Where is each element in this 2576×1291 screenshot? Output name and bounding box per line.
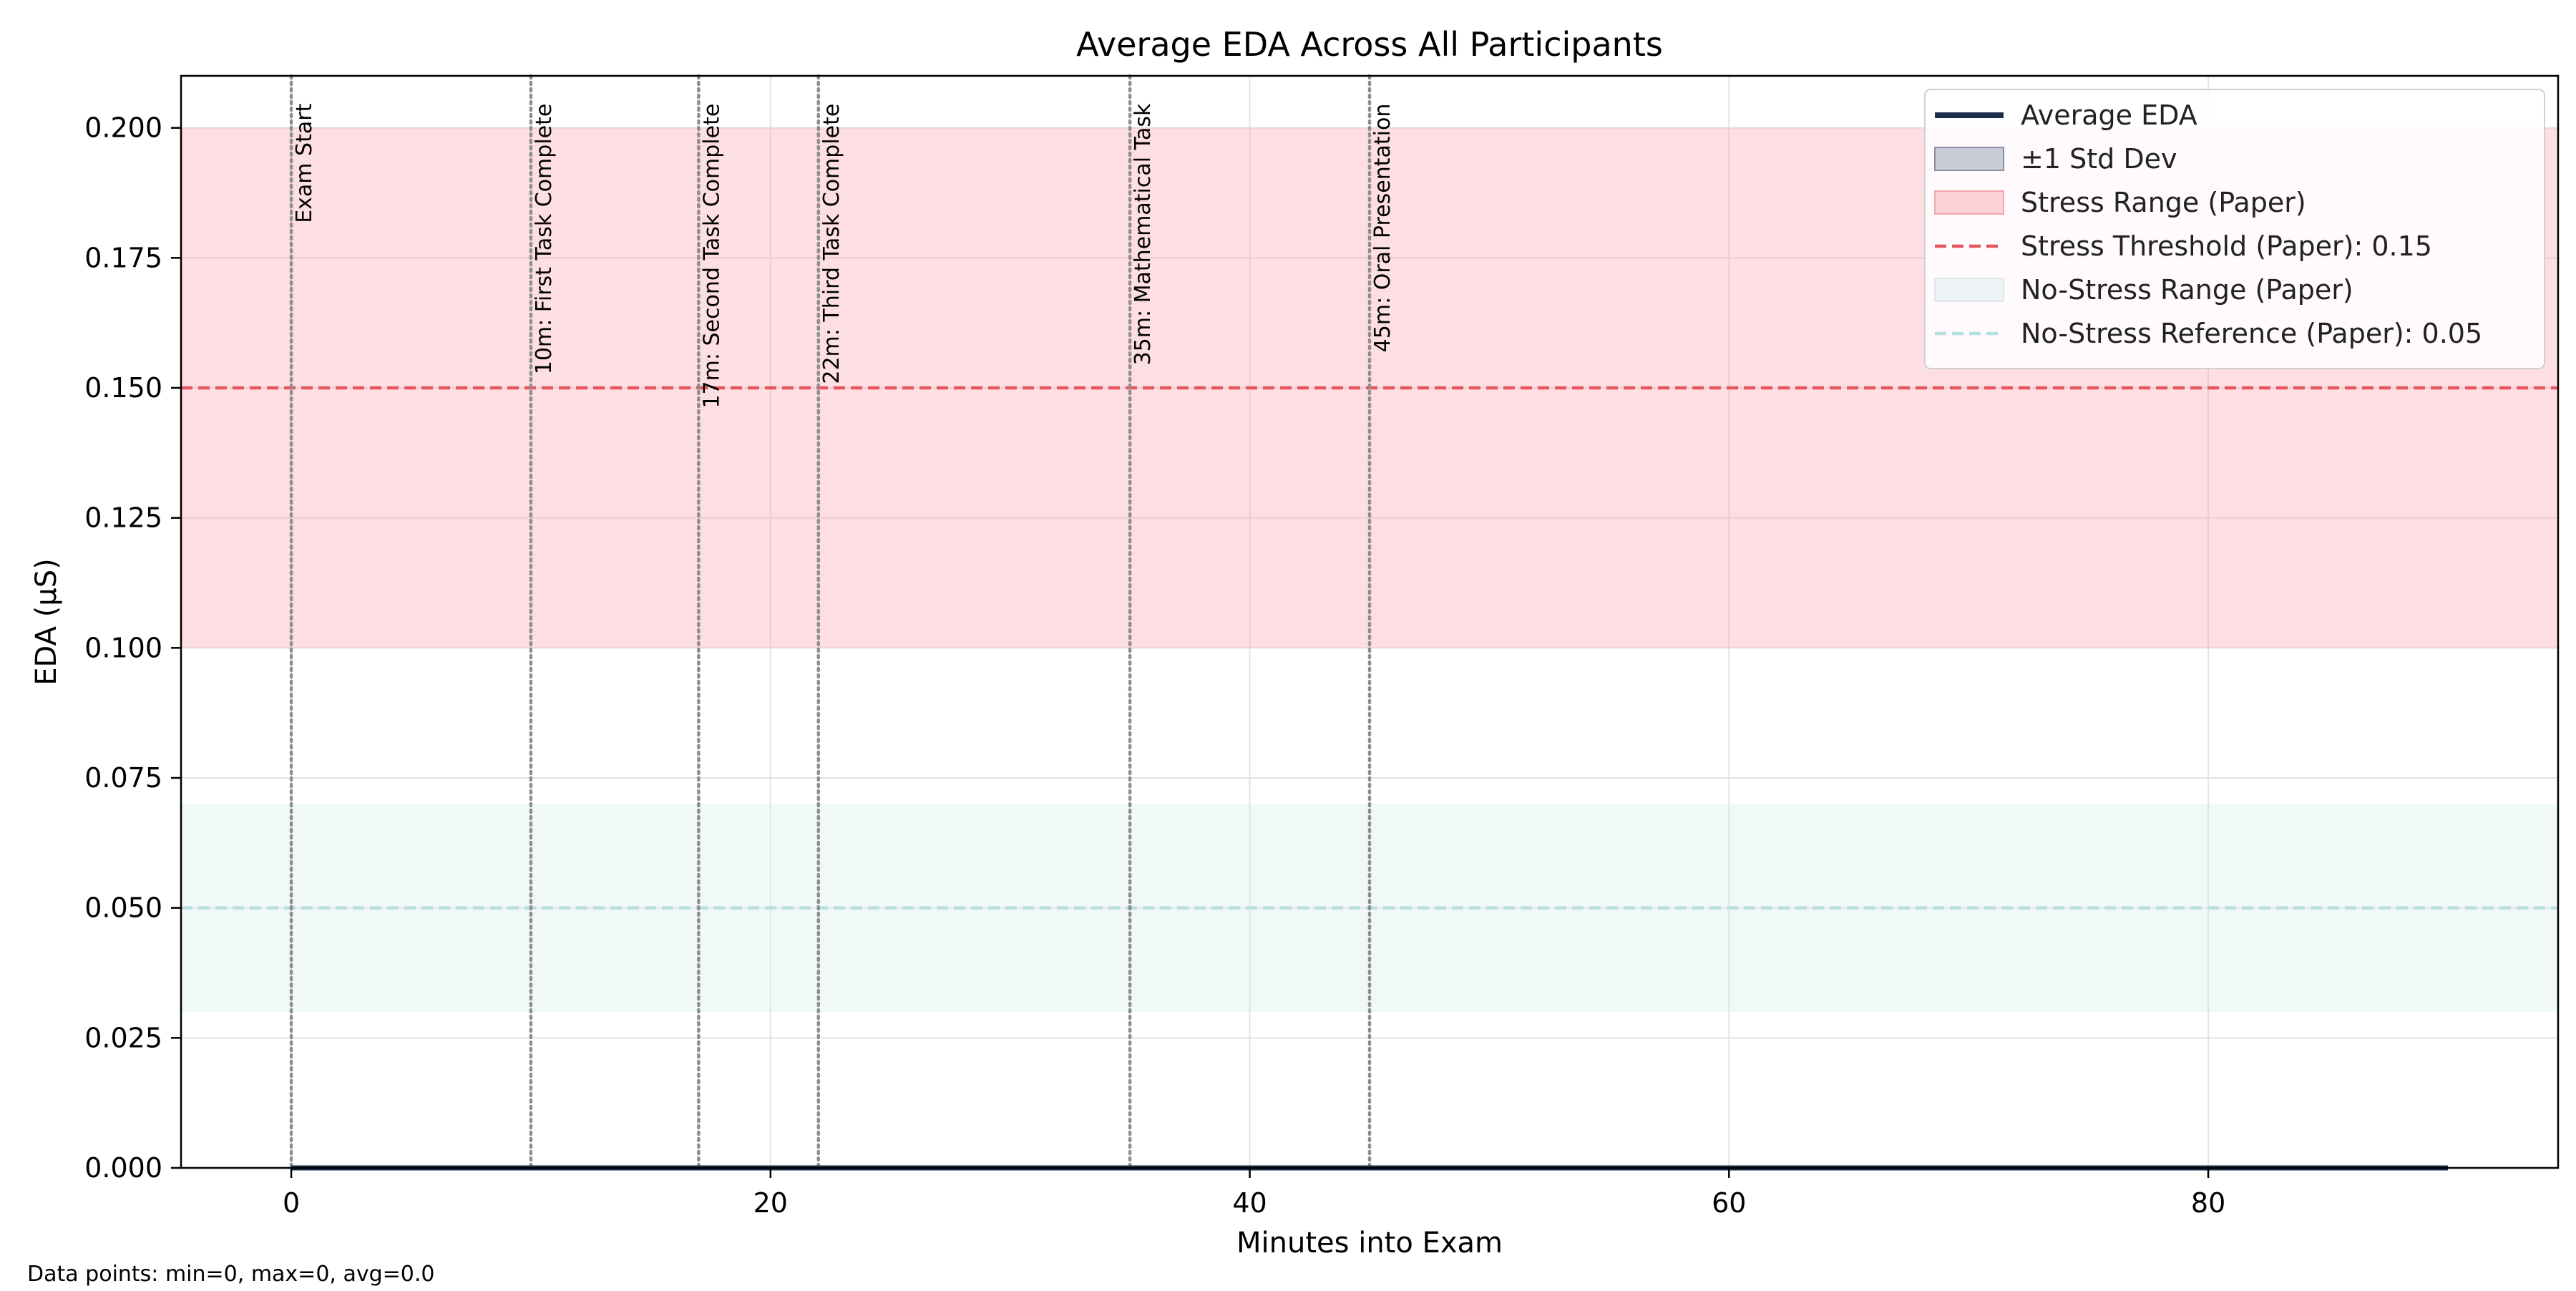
y-axis-label: EDA (µS) <box>30 558 63 686</box>
legend-label-2: Stress Range (Paper) <box>2021 187 2306 218</box>
y-tick-label-1: 0.025 <box>84 1022 162 1053</box>
legend-label-1: ±1 Std Dev <box>2021 143 2177 175</box>
y-tick-label-8: 0.200 <box>84 112 162 144</box>
legend-handle-4 <box>1934 278 2004 302</box>
legend-handle-1 <box>1934 147 2004 171</box>
x-tick-label-2: 40 <box>1232 1187 1267 1219</box>
legend-label-3: Stress Threshold (Paper): 0.15 <box>2021 230 2432 262</box>
legend-label-5: No-Stress Reference (Paper): 0.05 <box>2021 318 2482 349</box>
y-tick-label-4: 0.100 <box>84 632 162 663</box>
y-tick-label-3: 0.075 <box>84 762 162 794</box>
x-tick-label-0: 0 <box>283 1187 300 1219</box>
event-label-1: 10m: First Task Complete <box>532 104 557 375</box>
y-tick-label-6: 0.150 <box>84 372 162 404</box>
event-label-0: Exam Start <box>292 103 317 223</box>
event-label-5: 45m: Oral Presentation <box>1370 104 1395 353</box>
legend-handle-2 <box>1934 190 2004 215</box>
event-label-2: 17m: Second Task Complete <box>699 104 724 409</box>
x-tick-label-3: 60 <box>1712 1187 1746 1219</box>
y-tick-label-7: 0.175 <box>84 242 162 273</box>
x-axis-label: Minutes into Exam <box>1236 1227 1503 1260</box>
legend-frame <box>1924 89 2545 369</box>
plot-frame <box>180 74 2560 1169</box>
legend: Average EDA ±1 Std Dev Stress Range (Paper… <box>1924 89 2545 369</box>
event-label-3: 22m: Third Task Complete <box>819 104 844 384</box>
legend-label-4: No-Stress Range (Paper) <box>2021 274 2353 306</box>
y-tick-label-2: 0.050 <box>84 892 162 924</box>
x-tick-label-1: 20 <box>753 1187 788 1219</box>
event-marker-layer: Exam Start 10m: First Task Complete 17m: S… <box>289 74 1395 1170</box>
y-tick-label-0: 0.000 <box>84 1152 162 1184</box>
event-label-4: 35m: Mathematical Task <box>1131 103 1156 365</box>
x-axis-ticks: 0 20 40 60 80 <box>283 1168 2225 1219</box>
data-points-summary: Data points: min=0, max=0, avg=0.0 <box>27 1262 435 1287</box>
y-axis-ticks: 0.000 0.025 0.050 0.075 0.100 0.125 0.150 0.175… <box>84 112 181 1184</box>
x-tick-label-4: 80 <box>2191 1187 2225 1219</box>
legend-label-0: Average EDA <box>2021 99 2197 131</box>
chart-title: Average EDA Across All Participants <box>1076 25 1663 64</box>
y-tick-label-5: 0.125 <box>84 502 162 534</box>
